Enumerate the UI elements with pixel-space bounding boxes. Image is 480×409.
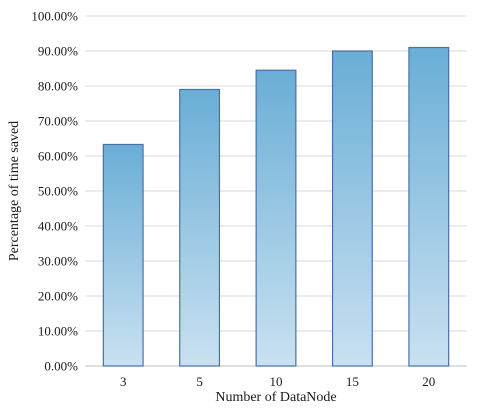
y-tick-label: 50.00% [38,184,78,199]
bar-5 [179,88,221,367]
y-tick-label: 80.00% [38,79,78,94]
y-tick-label: 0.00% [44,359,78,374]
x-tick-label: 15 [346,374,359,389]
bar-20 [408,46,450,367]
y-tick-label: 100.00% [31,9,78,24]
x-tick-label: 3 [120,374,127,389]
y-tick-labels: 0.00% 10.00% 20.00% 30.00% 40.00% 50.00% 60.00… [31,9,78,374]
y-tick-label: 60.00% [38,149,78,164]
bar-10 [255,69,297,367]
x-tick-label: 5 [196,374,203,389]
y-tick-label: 20.00% [38,289,78,304]
x-axis-title: Number of DataNode [215,390,336,405]
y-tick-label: 10.00% [38,324,78,339]
y-tick-label: 90.00% [38,44,78,59]
bar-15 [331,50,373,367]
y-tick-label: 40.00% [38,219,78,234]
x-tick-label: 20 [422,374,435,389]
bars [102,46,450,367]
x-tick-label: 10 [270,374,283,389]
y-tick-label: 30.00% [38,254,78,269]
bar-3 [102,143,144,367]
y-tick-label: 70.00% [38,114,78,129]
y-axis-title: Percentage of time saved [7,121,22,261]
x-tick-labels: 3 5 10 15 20 [120,374,435,389]
